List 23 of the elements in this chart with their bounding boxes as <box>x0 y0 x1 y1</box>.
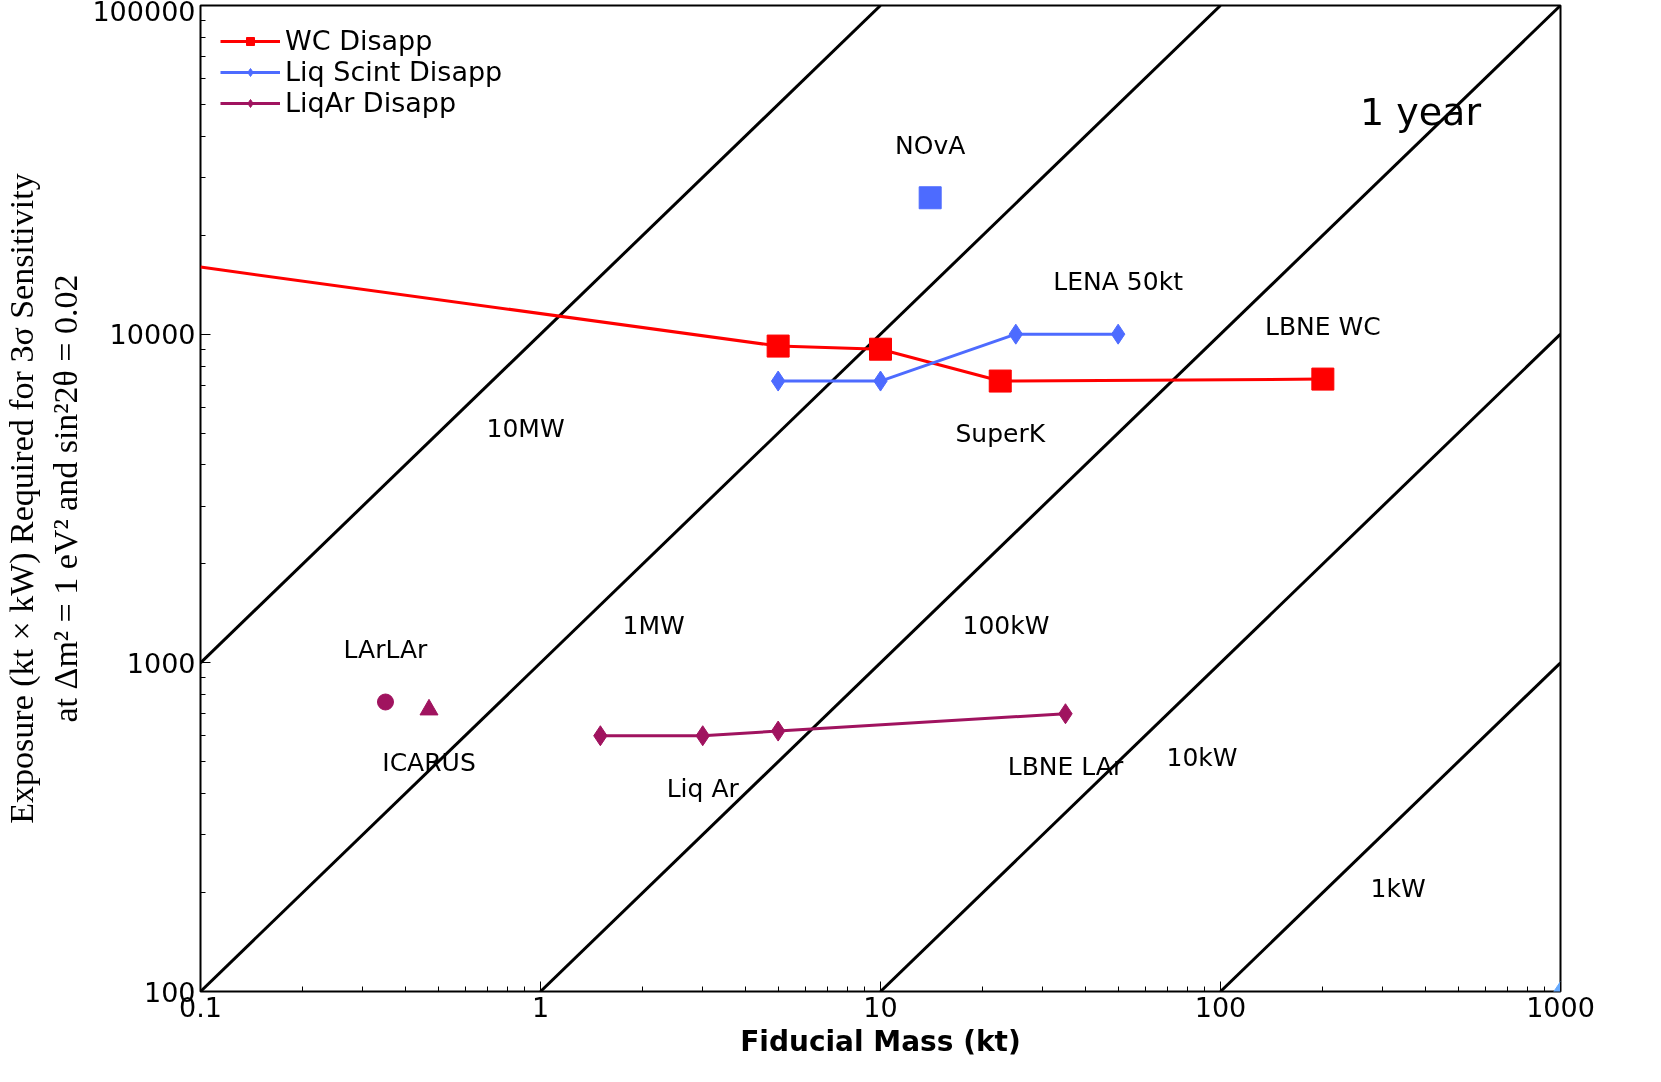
legend-label: WC Disapp <box>285 25 433 56</box>
annotation: LBNE WC <box>1265 312 1381 342</box>
y-axis-title: Exposure (kt × kW) Required for 3σ Sensitivity at Δm² = 1 eV² and sin²2θ = 0.02 <box>3 173 85 824</box>
x-tick-label: 100 <box>1194 991 1247 1023</box>
annotation: LArLAr <box>343 635 429 665</box>
series-label: 10kW <box>1166 742 1238 772</box>
x-tick-label: 1 <box>531 991 550 1023</box>
y-tick-label: 10000 <box>109 319 196 351</box>
legend-label: Liq Scint Disapp <box>285 56 503 87</box>
annotation: Liq Ar <box>666 773 740 803</box>
x-tick-label: 10 <box>863 991 898 1023</box>
y-tick-label: 100000 <box>92 0 196 27</box>
series-label: 10MW <box>486 413 565 443</box>
annotation: SuperK <box>955 419 1046 449</box>
series-label: 1MW <box>622 611 685 641</box>
x-axis-title: Fiducial Mass (kt) <box>740 1024 1021 1058</box>
series-label: 1kW <box>1370 874 1426 904</box>
annotation: LENA 50kt <box>1053 267 1184 297</box>
y-tick-label: 1000 <box>126 647 196 679</box>
legend-label: LiqAr Disapp <box>285 87 457 118</box>
annotation: NOvA <box>895 130 966 160</box>
series-label: 100kW <box>962 611 1050 641</box>
x-tick-label: 1000 <box>1526 991 1595 1023</box>
